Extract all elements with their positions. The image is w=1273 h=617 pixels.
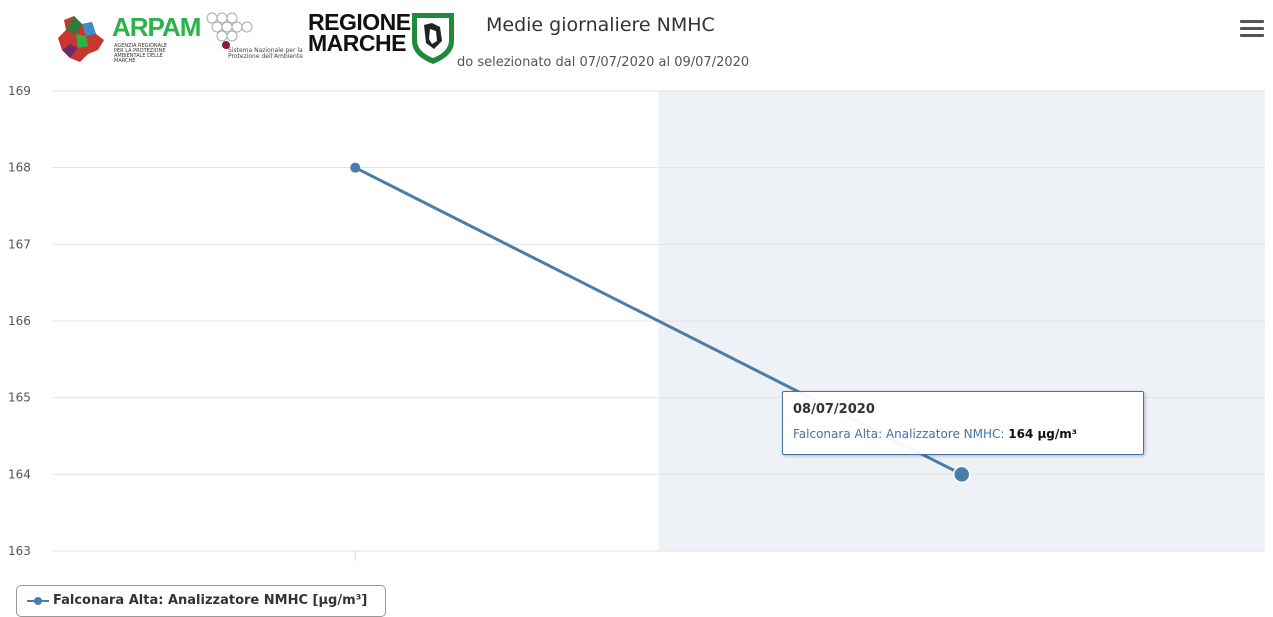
y-tick-label: 167	[8, 237, 31, 251]
tooltip-series-label: Falconara Alta: Analizzatore NMHC	[793, 427, 1001, 441]
regione-marche-shield-icon	[412, 13, 454, 64]
y-tick-label: 166	[8, 314, 31, 328]
snpa-logo-subtext: Sistema Nazionale per la Protezione dell…	[228, 47, 303, 60]
chart-header: ARPAM AGENZIA REGIONALE PER LA PROTEZION…	[0, 0, 1273, 80]
snpa-logo-icon	[206, 12, 253, 49]
regione-logo-line1: REGIONE	[308, 9, 411, 35]
chart-legend-item[interactable]: Falconara Alta: Analizzatore NMHC [µg/m³…	[16, 585, 386, 617]
legend-series-marker-icon	[27, 597, 49, 605]
y-tick-label: 164	[8, 467, 31, 481]
y-tick-label: 168	[8, 161, 31, 175]
chart-title: Medie giornaliere NMHC	[486, 14, 715, 36]
arpam-logo-text: ARPAM	[112, 12, 201, 42]
chart-menu-button[interactable]	[1240, 20, 1264, 42]
regione-logo-line2: MARCHE	[308, 30, 406, 56]
arpam-logo-subtext: AGENZIA REGIONALE PER LA PROTEZIONE AMBI…	[114, 43, 168, 64]
tooltip-date: 08/07/2020	[793, 402, 875, 417]
regione-marche-logo-text: REGIONE MARCHE	[308, 9, 411, 56]
legend-series-label: Falconara Alta: Analizzatore NMHC [µg/m³…	[53, 593, 368, 608]
tooltip-series-line: Falconara Alta: Analizzatore NMHC: 164 µ…	[793, 427, 1078, 441]
y-tick-label: 163	[8, 544, 31, 558]
y-tick-label: 165	[8, 391, 31, 405]
y-tick-label: 169	[8, 84, 31, 98]
chart-subtitle: do selezionato dal 07/07/2020 al 09/07/2…	[457, 55, 750, 70]
data-point-highlighted	[953, 465, 971, 484]
chart-tooltip: 08/07/2020 Falconara Alta: Analizzatore …	[782, 391, 1144, 455]
data-point	[350, 162, 361, 173]
tooltip-value: 164 µg/m³	[1008, 427, 1078, 441]
arpam-logo-icon	[58, 16, 104, 62]
hamburger-menu-icon	[1240, 20, 1264, 23]
